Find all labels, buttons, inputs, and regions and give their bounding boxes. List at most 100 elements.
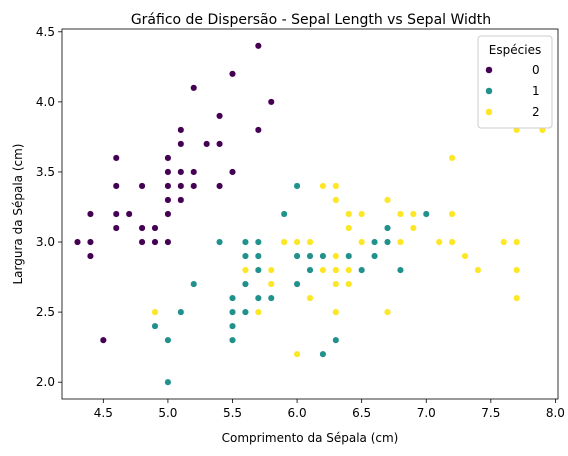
data-point-species-1 — [216, 238, 224, 246]
data-point-species-1 — [254, 294, 262, 302]
data-point-species-2 — [319, 266, 327, 274]
data-point-species-2 — [383, 196, 392, 204]
data-point-species-2 — [319, 182, 327, 190]
y-axis: 2.0 2.5 3.0 3.5 4.0 4.5 — [36, 25, 62, 389]
data-point-species-0 — [164, 182, 172, 190]
data-point-species-0 — [190, 84, 198, 92]
data-point-species-0 — [86, 210, 94, 218]
data-point-species-2 — [409, 210, 417, 218]
data-point-species-1 — [293, 252, 301, 260]
data-point-species-0 — [254, 126, 262, 134]
y-tick-label: 3.0 — [36, 235, 55, 249]
data-point-species-0 — [86, 252, 94, 260]
data-point-species-0 — [177, 126, 185, 134]
data-point-species-0 — [164, 238, 172, 246]
data-point-species-1 — [228, 294, 237, 302]
data-point-species-0 — [112, 224, 120, 232]
data-point-species-2 — [435, 238, 443, 246]
legend-marker-species-1 — [485, 87, 493, 95]
data-point-species-0 — [190, 182, 198, 190]
data-point-species-0 — [254, 42, 262, 50]
data-point-species-0 — [112, 182, 120, 190]
data-point-species-0 — [112, 210, 120, 218]
data-point-species-1 — [280, 210, 288, 218]
data-point-species-1 — [254, 238, 262, 246]
data-point-species-2 — [293, 238, 301, 246]
legend-label-species-2: 2 — [532, 105, 540, 119]
data-point-species-1 — [241, 238, 249, 246]
legend-items: 0 1 2 — [485, 63, 540, 119]
data-point-species-2 — [383, 308, 392, 316]
data-point-species-0 — [112, 154, 120, 162]
data-point-species-2 — [280, 238, 288, 246]
data-point-species-2 — [448, 238, 456, 246]
data-point-species-0 — [151, 224, 159, 232]
data-point-species-2 — [345, 266, 353, 274]
data-point-species-1 — [228, 308, 237, 316]
data-point-species-2 — [396, 210, 404, 218]
data-point-species-2 — [332, 182, 340, 190]
data-point-species-1 — [371, 238, 379, 246]
data-point-species-2 — [474, 266, 482, 274]
data-point-species-1 — [254, 266, 262, 274]
data-point-species-1 — [319, 252, 327, 260]
x-tick-label: 7.0 — [417, 406, 436, 420]
data-point-species-1 — [190, 280, 198, 288]
data-point-species-0 — [73, 238, 82, 246]
data-point-species-0 — [138, 182, 146, 190]
legend: Espécies 0 1 2 — [477, 35, 553, 129]
data-point-species-1 — [306, 266, 314, 274]
data-point-species-1 — [241, 252, 249, 260]
data-point-species-2 — [332, 280, 340, 288]
data-point-species-2 — [306, 294, 314, 302]
data-point-species-2 — [513, 238, 521, 246]
x-tick-label: 6.5 — [352, 406, 371, 420]
data-point-species-0 — [190, 168, 198, 176]
data-point-species-0 — [177, 168, 185, 176]
data-point-species-1 — [358, 266, 366, 274]
data-point-species-1 — [396, 266, 404, 274]
data-point-species-2 — [306, 238, 314, 246]
data-point-species-0 — [216, 140, 224, 148]
data-point-species-2 — [151, 308, 159, 316]
data-point-species-0 — [216, 182, 224, 190]
data-point-species-1 — [151, 322, 159, 330]
legend-box — [477, 35, 553, 129]
data-point-species-0 — [164, 196, 172, 204]
x-tick-label: 4.5 — [94, 406, 113, 420]
data-point-species-2 — [332, 308, 340, 316]
data-point-species-2 — [332, 252, 340, 260]
data-point-species-1 — [345, 252, 353, 260]
data-point-species-1 — [371, 252, 379, 260]
data-point-species-1 — [254, 252, 262, 260]
x-tick-label: 6.0 — [288, 406, 307, 420]
data-point-species-2 — [345, 280, 353, 288]
plot-frame — [61, 28, 559, 400]
data-point-species-1 — [383, 224, 392, 232]
data-point-species-0 — [125, 210, 133, 218]
data-point-species-2 — [396, 238, 404, 246]
x-axis: 4.5 5.0 5.5 6.0 6.5 7.0 7.5 8.0 — [94, 399, 565, 420]
data-point-species-1 — [267, 294, 275, 302]
data-point-species-0 — [228, 168, 237, 176]
data-point-species-1 — [228, 322, 237, 330]
points-layer — [73, 42, 547, 386]
data-point-species-0 — [164, 168, 172, 176]
data-point-species-1 — [293, 280, 301, 288]
data-point-species-0 — [138, 238, 146, 246]
y-tick-label: 2.5 — [36, 305, 55, 319]
data-point-species-0 — [228, 70, 237, 78]
data-point-species-2 — [345, 224, 353, 232]
data-point-species-1 — [383, 238, 392, 246]
data-point-species-1 — [164, 336, 172, 344]
legend-label-species-1: 1 — [532, 84, 540, 98]
data-point-species-1 — [422, 210, 430, 218]
x-tick-label: 5.5 — [223, 406, 242, 420]
data-point-species-0 — [177, 140, 185, 148]
data-point-species-1 — [306, 252, 314, 260]
y-tick-label: 2.0 — [36, 375, 55, 389]
data-point-species-0 — [99, 336, 107, 344]
data-point-species-2 — [448, 210, 456, 218]
x-tick-label: 5.0 — [158, 406, 177, 420]
